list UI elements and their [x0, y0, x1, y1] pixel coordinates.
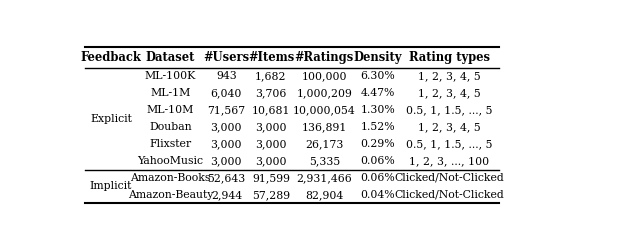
Text: Amazon-Books: Amazon-Books — [131, 173, 211, 183]
Text: 6.30%: 6.30% — [360, 71, 395, 81]
Text: YahooMusic: YahooMusic — [138, 156, 204, 166]
Text: 3,000: 3,000 — [211, 156, 242, 166]
Text: 1, 2, 3, 4, 5: 1, 2, 3, 4, 5 — [418, 71, 481, 81]
Text: 1, 2, 3, 4, 5: 1, 2, 3, 4, 5 — [418, 88, 481, 98]
Text: #Items: #Items — [248, 51, 294, 64]
Text: ML-10M: ML-10M — [147, 105, 194, 115]
Text: Implicit: Implicit — [90, 182, 132, 191]
Text: 71,567: 71,567 — [207, 105, 245, 115]
Text: Clicked/Not-Clicked: Clicked/Not-Clicked — [395, 173, 504, 183]
Text: Douban: Douban — [149, 122, 192, 132]
Text: 3,000: 3,000 — [255, 122, 287, 132]
Text: 0.5, 1, 1.5, ..., 5: 0.5, 1, 1.5, ..., 5 — [406, 139, 493, 149]
Text: 0.29%: 0.29% — [360, 139, 395, 149]
Text: 3,706: 3,706 — [255, 88, 287, 98]
Text: Rating types: Rating types — [409, 51, 490, 64]
Text: 3,000: 3,000 — [211, 122, 242, 132]
Text: ML-1M: ML-1M — [150, 88, 191, 98]
Text: 57,289: 57,289 — [252, 190, 290, 200]
Text: 6,040: 6,040 — [211, 88, 242, 98]
Text: ML-100K: ML-100K — [145, 71, 196, 81]
Text: 10,000,054: 10,000,054 — [293, 105, 356, 115]
Text: 0.06%: 0.06% — [360, 173, 395, 183]
Text: 1,000,209: 1,000,209 — [296, 88, 352, 98]
Text: Explicit: Explicit — [90, 114, 132, 123]
Text: 5,335: 5,335 — [308, 156, 340, 166]
Text: 1, 2, 3, ..., 100: 1, 2, 3, ..., 100 — [410, 156, 490, 166]
Text: 2,931,466: 2,931,466 — [296, 173, 352, 183]
Text: 82,904: 82,904 — [305, 190, 344, 200]
Text: #Users: #Users — [204, 51, 250, 64]
Text: 100,000: 100,000 — [301, 71, 347, 81]
Text: 3,000: 3,000 — [255, 156, 287, 166]
Text: 943: 943 — [216, 71, 237, 81]
Text: 0.04%: 0.04% — [360, 190, 395, 200]
Text: 0.06%: 0.06% — [360, 156, 395, 166]
Text: 1.52%: 1.52% — [360, 122, 395, 132]
Text: 0.5, 1, 1.5, ..., 5: 0.5, 1, 1.5, ..., 5 — [406, 105, 493, 115]
Text: 52,643: 52,643 — [207, 173, 246, 183]
Text: 1, 2, 3, 4, 5: 1, 2, 3, 4, 5 — [418, 122, 481, 132]
Text: 2,944: 2,944 — [211, 190, 242, 200]
Text: Amazon-Beauty: Amazon-Beauty — [128, 190, 213, 200]
Text: Density: Density — [353, 51, 402, 64]
Text: 1,682: 1,682 — [255, 71, 287, 81]
Text: 4.47%: 4.47% — [360, 88, 395, 98]
Text: 26,173: 26,173 — [305, 139, 344, 149]
Text: Feedback: Feedback — [81, 51, 141, 64]
Text: #Ratings: #Ratings — [294, 51, 354, 64]
Text: 3,000: 3,000 — [255, 139, 287, 149]
Text: 1.30%: 1.30% — [360, 105, 395, 115]
Text: 91,599: 91,599 — [252, 173, 290, 183]
Text: 10,681: 10,681 — [252, 105, 290, 115]
Text: Flixster: Flixster — [150, 139, 191, 149]
Text: Dataset: Dataset — [146, 51, 195, 64]
Text: 3,000: 3,000 — [211, 139, 242, 149]
Text: Clicked/Not-Clicked: Clicked/Not-Clicked — [395, 190, 504, 200]
Text: 136,891: 136,891 — [301, 122, 347, 132]
